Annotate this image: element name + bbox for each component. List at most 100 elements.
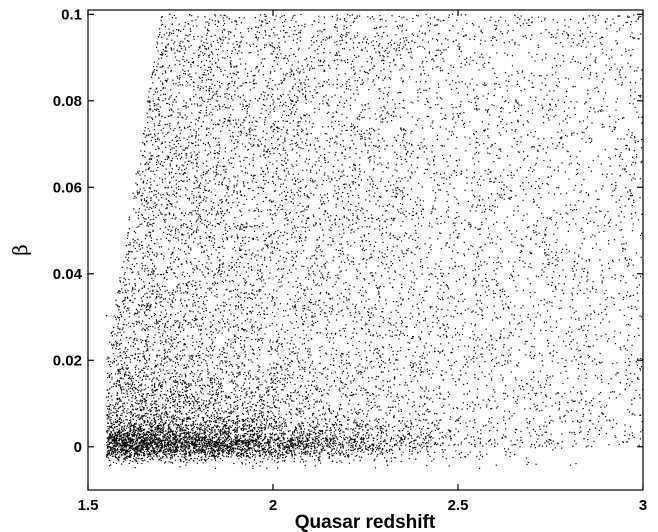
scatter-point xyxy=(545,405,547,407)
scatter-point xyxy=(270,127,272,129)
scatter-point xyxy=(375,28,377,30)
scatter-point xyxy=(171,171,173,173)
scatter-point xyxy=(280,79,282,82)
scatter-point xyxy=(425,168,427,171)
scatter-point xyxy=(229,291,231,293)
scatter-point xyxy=(119,400,121,402)
scatter-point xyxy=(171,177,173,179)
scatter-point xyxy=(539,384,541,386)
scatter-point xyxy=(144,130,146,132)
scatter-point xyxy=(588,357,590,359)
scatter-point xyxy=(290,189,292,191)
scatter-point xyxy=(239,225,242,227)
scatter-point xyxy=(192,293,194,295)
scatter-point xyxy=(490,16,492,18)
scatter-point xyxy=(297,204,299,206)
scatter-point xyxy=(499,316,501,318)
scatter-point xyxy=(159,120,161,122)
scatter-point xyxy=(447,359,449,361)
scatter-point xyxy=(251,329,254,331)
scatter-point xyxy=(599,38,601,40)
scatter-point xyxy=(157,103,159,105)
scatter-point xyxy=(193,269,195,271)
scatter-point xyxy=(248,121,250,124)
scatter-point xyxy=(223,352,225,354)
scatter-point xyxy=(214,93,216,95)
scatter-point xyxy=(300,234,302,236)
scatter-point xyxy=(158,99,160,101)
scatter-point xyxy=(357,208,359,211)
scatter-point xyxy=(295,408,298,410)
scatter-point xyxy=(531,109,533,111)
scatter-point xyxy=(262,190,265,192)
scatter-point xyxy=(192,268,194,270)
scatter-point xyxy=(140,400,142,402)
scatter-point xyxy=(320,292,322,294)
scatter-point xyxy=(303,406,305,408)
scatter-point xyxy=(316,151,318,153)
scatter-point xyxy=(206,237,208,239)
scatter-point xyxy=(400,190,402,192)
scatter-point xyxy=(308,434,310,437)
scatter-point xyxy=(235,305,237,307)
scatter-point xyxy=(175,101,177,103)
scatter-point xyxy=(301,343,303,345)
scatter-point xyxy=(118,317,121,319)
scatter-point xyxy=(152,349,154,351)
scatter-point xyxy=(414,253,416,255)
scatter-point xyxy=(489,178,491,180)
scatter-point xyxy=(302,215,304,217)
scatter-point xyxy=(234,341,236,343)
scatter-point xyxy=(349,108,351,110)
scatter-point xyxy=(190,249,192,251)
scatter-point xyxy=(242,425,245,428)
scatter-point xyxy=(619,15,621,17)
scatter-point xyxy=(495,280,498,282)
scatter-point xyxy=(505,428,507,430)
scatter-point xyxy=(635,82,637,84)
scatter-point xyxy=(330,412,332,414)
scatter-point xyxy=(123,300,125,302)
scatter-point xyxy=(264,282,266,284)
scatter-point xyxy=(227,419,230,421)
scatter-point xyxy=(314,107,316,110)
scatter-point xyxy=(276,160,278,162)
scatter-point xyxy=(553,193,556,195)
scatter-point xyxy=(535,96,537,98)
scatter-point xyxy=(474,374,476,376)
scatter-point xyxy=(412,366,414,368)
scatter-point xyxy=(240,194,242,196)
scatter-point xyxy=(555,288,557,290)
scatter-point xyxy=(464,219,466,221)
scatter-point xyxy=(214,194,217,196)
scatter-point xyxy=(230,363,232,365)
scatter-point xyxy=(416,346,418,348)
scatter-point xyxy=(481,53,483,55)
scatter-point xyxy=(369,128,371,130)
scatter-point xyxy=(375,145,377,147)
scatter-point xyxy=(185,291,187,293)
scatter-point xyxy=(492,36,494,38)
scatter-point xyxy=(152,206,155,208)
scatter-point xyxy=(533,346,535,348)
scatter-point xyxy=(323,201,325,203)
scatter-point xyxy=(148,394,150,396)
scatter-point xyxy=(205,48,207,50)
scatter-point xyxy=(563,101,566,103)
scatter-point xyxy=(165,98,167,100)
scatter-point xyxy=(184,61,186,63)
scatter-point xyxy=(432,321,434,323)
scatter-point xyxy=(300,384,302,387)
scatter-point xyxy=(321,204,323,206)
scatter-point xyxy=(144,255,146,257)
scatter-point xyxy=(193,197,195,199)
scatter-point xyxy=(491,443,493,445)
scatter-point xyxy=(164,53,166,55)
scatter-point xyxy=(133,258,135,260)
scatter-point xyxy=(300,138,302,140)
scatter-point xyxy=(558,283,560,285)
scatter-point xyxy=(380,356,382,358)
scatter-point xyxy=(162,381,164,383)
scatter-point xyxy=(501,437,503,439)
scatter-point xyxy=(553,116,555,118)
